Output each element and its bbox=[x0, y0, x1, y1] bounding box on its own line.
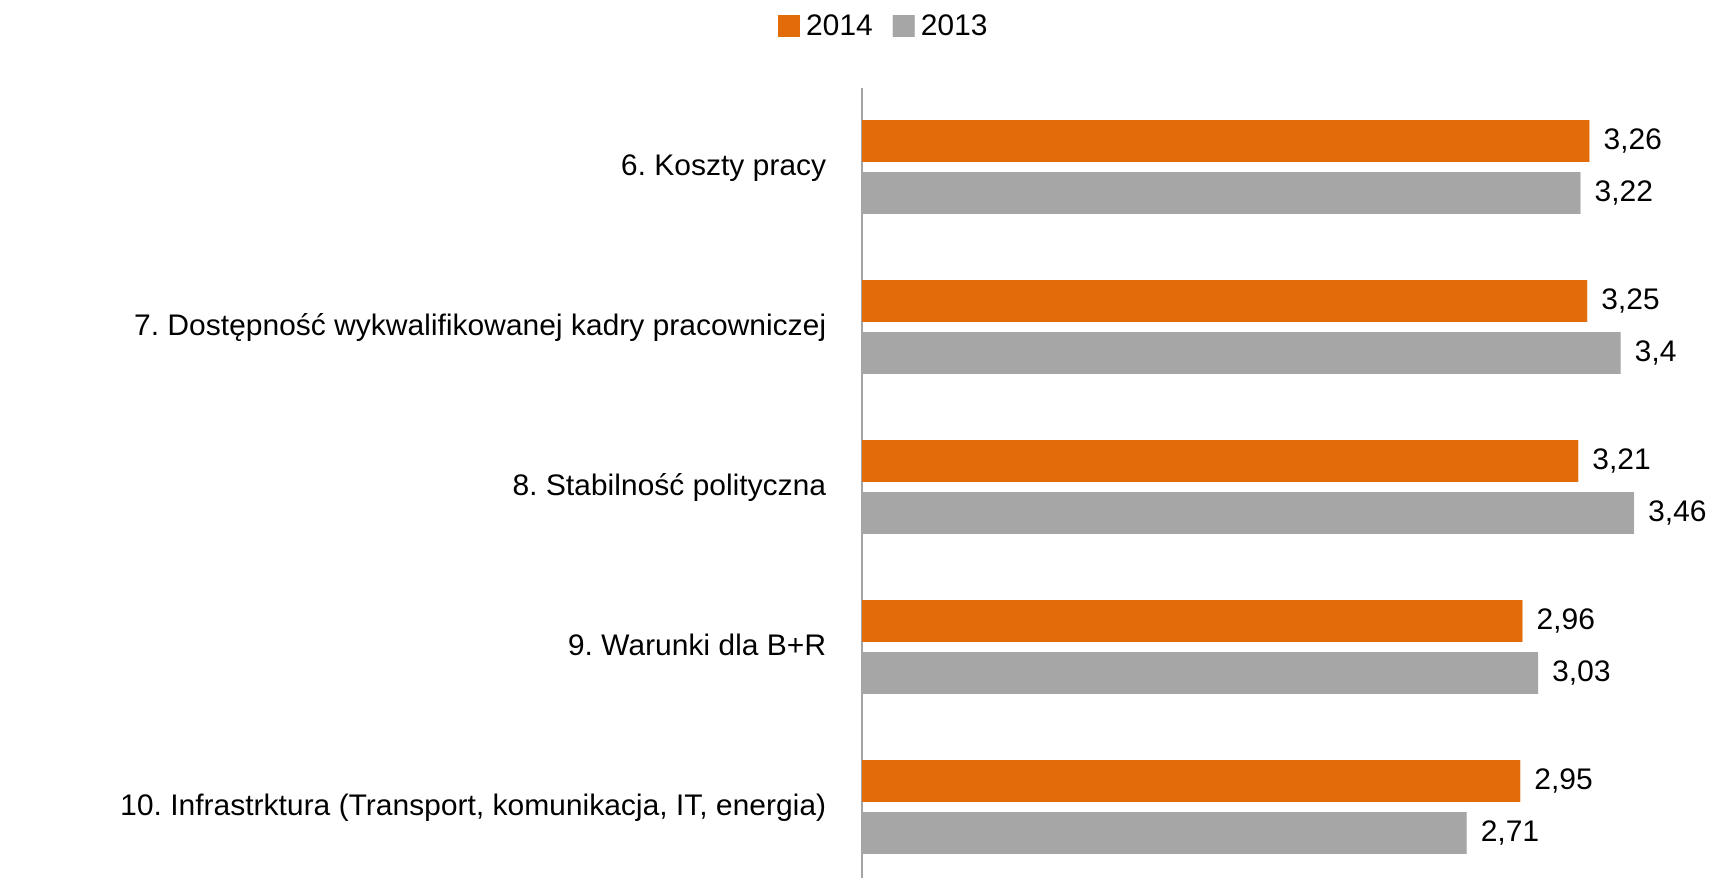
bar bbox=[862, 492, 1635, 534]
value-label: 2,71 bbox=[1481, 815, 1539, 848]
bar bbox=[862, 120, 1590, 162]
value-label: 3,22 bbox=[1595, 175, 1653, 208]
value-label: 2,96 bbox=[1537, 603, 1595, 636]
category-label: 6. Koszty pracy bbox=[621, 149, 826, 182]
category-label: 9. Warunki dla B+R bbox=[568, 629, 826, 662]
value-label: 3,46 bbox=[1648, 495, 1706, 528]
legend-swatch bbox=[892, 15, 915, 37]
category-label: 8. Stabilność polityczna bbox=[512, 469, 826, 502]
bar bbox=[862, 332, 1621, 374]
bar bbox=[862, 812, 1467, 854]
category-label: 10. Infrastrktura (Transport, komunikacj… bbox=[120, 789, 826, 822]
bar bbox=[862, 760, 1521, 802]
bar bbox=[862, 440, 1579, 482]
legend-label: 2014 bbox=[806, 9, 873, 42]
bar bbox=[862, 172, 1581, 214]
value-label: 3,03 bbox=[1552, 655, 1610, 688]
value-label: 3,4 bbox=[1635, 335, 1677, 368]
legend-label: 2013 bbox=[921, 9, 988, 42]
bar bbox=[862, 652, 1539, 694]
bar bbox=[862, 600, 1523, 642]
value-label: 3,25 bbox=[1601, 283, 1659, 316]
legend-swatch bbox=[778, 15, 800, 37]
value-label: 2,95 bbox=[1534, 763, 1592, 796]
bar bbox=[862, 280, 1588, 322]
category-label: 7. Dostępność wykwalifikowanej kadry pra… bbox=[134, 309, 826, 342]
value-label: 3,21 bbox=[1592, 443, 1650, 476]
value-label: 3,26 bbox=[1603, 123, 1661, 156]
